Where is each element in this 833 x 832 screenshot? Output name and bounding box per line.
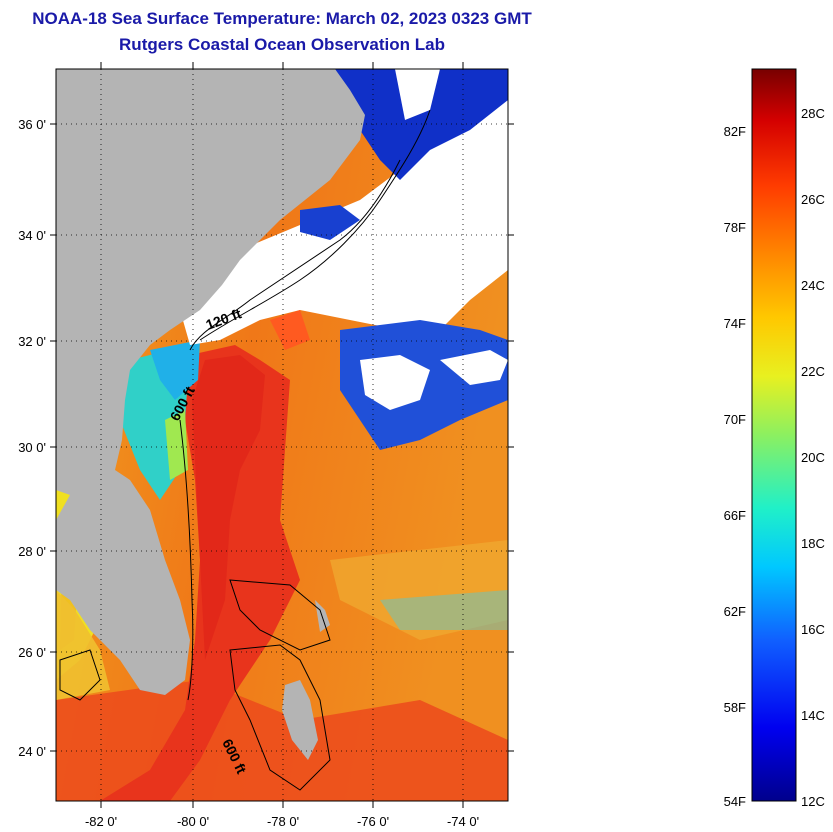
sst-map xyxy=(56,69,508,801)
map-subtitle: Rutgers Coastal Ocean Observation Lab xyxy=(119,35,445,54)
colorbar-c-label: 22C xyxy=(801,364,825,379)
colorbar-c-label: 14C xyxy=(801,708,825,723)
lon-label: -80 0' xyxy=(177,814,209,829)
colorbar-celsius-labels: 28C 26C 24C 22C 20C 18C 16C 14C 12C xyxy=(801,106,825,809)
lat-label: 32 0' xyxy=(18,334,46,349)
lat-label: 26 0' xyxy=(18,645,46,660)
map-frame xyxy=(55,68,509,802)
cold-water xyxy=(335,69,508,180)
colorbar-f-label: 78F xyxy=(724,220,746,235)
contour-120ft-line xyxy=(199,109,431,341)
lon-label: -82 0' xyxy=(85,814,117,829)
lon-label: -78 0' xyxy=(267,814,299,829)
lat-label: 28 0' xyxy=(18,544,46,559)
bahamas-island xyxy=(282,680,318,760)
axis-ticks xyxy=(50,62,514,808)
lon-label: -76 0' xyxy=(357,814,389,829)
colorbar-f-label: 74F xyxy=(724,316,746,331)
colorbar-f-label: 54F xyxy=(724,794,746,809)
gulf-stream xyxy=(100,345,300,801)
colorbar xyxy=(751,68,797,802)
lat-label: 30 0' xyxy=(18,440,46,455)
lat-label: 24 0' xyxy=(18,744,46,759)
colorbar-c-label: 12C xyxy=(801,794,825,809)
lat-lon-grid xyxy=(56,69,508,801)
land-mass xyxy=(56,69,365,695)
colorbar-f-label: 62F xyxy=(724,604,746,619)
colorbar-c-label: 18C xyxy=(801,536,825,551)
colorbar-f-label: 66F xyxy=(724,508,746,523)
lat-label: 34 0' xyxy=(18,228,46,243)
longitude-labels: -82 0' -80 0' -78 0' -76 0' -74 0' xyxy=(85,814,479,829)
latitude-labels: 36 0' 34 0' 32 0' 30 0' 28 0' 26 0' 24 0… xyxy=(18,117,46,759)
colorbar-c-label: 24C xyxy=(801,278,825,293)
contour-600ft-line xyxy=(179,419,194,701)
colorbar-c-label: 28C xyxy=(801,106,825,121)
lon-label: -74 0' xyxy=(447,814,479,829)
colorbar-c-label: 26C xyxy=(801,192,825,207)
lat-label: 36 0' xyxy=(18,117,46,132)
colorbar-c-label: 16C xyxy=(801,622,825,637)
colorbar-f-label: 58F xyxy=(724,700,746,715)
colorbar-f-label: 82F xyxy=(724,124,746,139)
colorbar-c-label: 20C xyxy=(801,450,825,465)
colorbar-fahrenheit-labels: 82F 78F 74F 70F 66F 62F 58F 54F xyxy=(724,124,746,809)
colorbar-f-label: 70F xyxy=(724,412,746,427)
map-title: NOAA-18 Sea Surface Temperature: March 0… xyxy=(32,9,532,28)
